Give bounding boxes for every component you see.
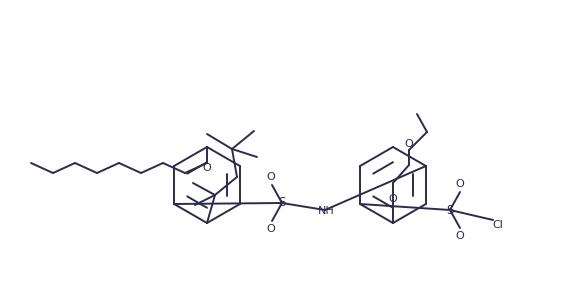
Text: O: O (405, 139, 413, 149)
Text: S: S (446, 204, 454, 217)
Text: O: O (266, 224, 276, 234)
Text: O: O (388, 194, 397, 204)
Text: O: O (266, 172, 276, 182)
Text: NH: NH (318, 206, 335, 216)
Text: Cl: Cl (493, 220, 503, 230)
Text: O: O (202, 163, 211, 173)
Text: O: O (456, 179, 464, 189)
Text: S: S (278, 196, 286, 210)
Text: O: O (456, 231, 464, 241)
